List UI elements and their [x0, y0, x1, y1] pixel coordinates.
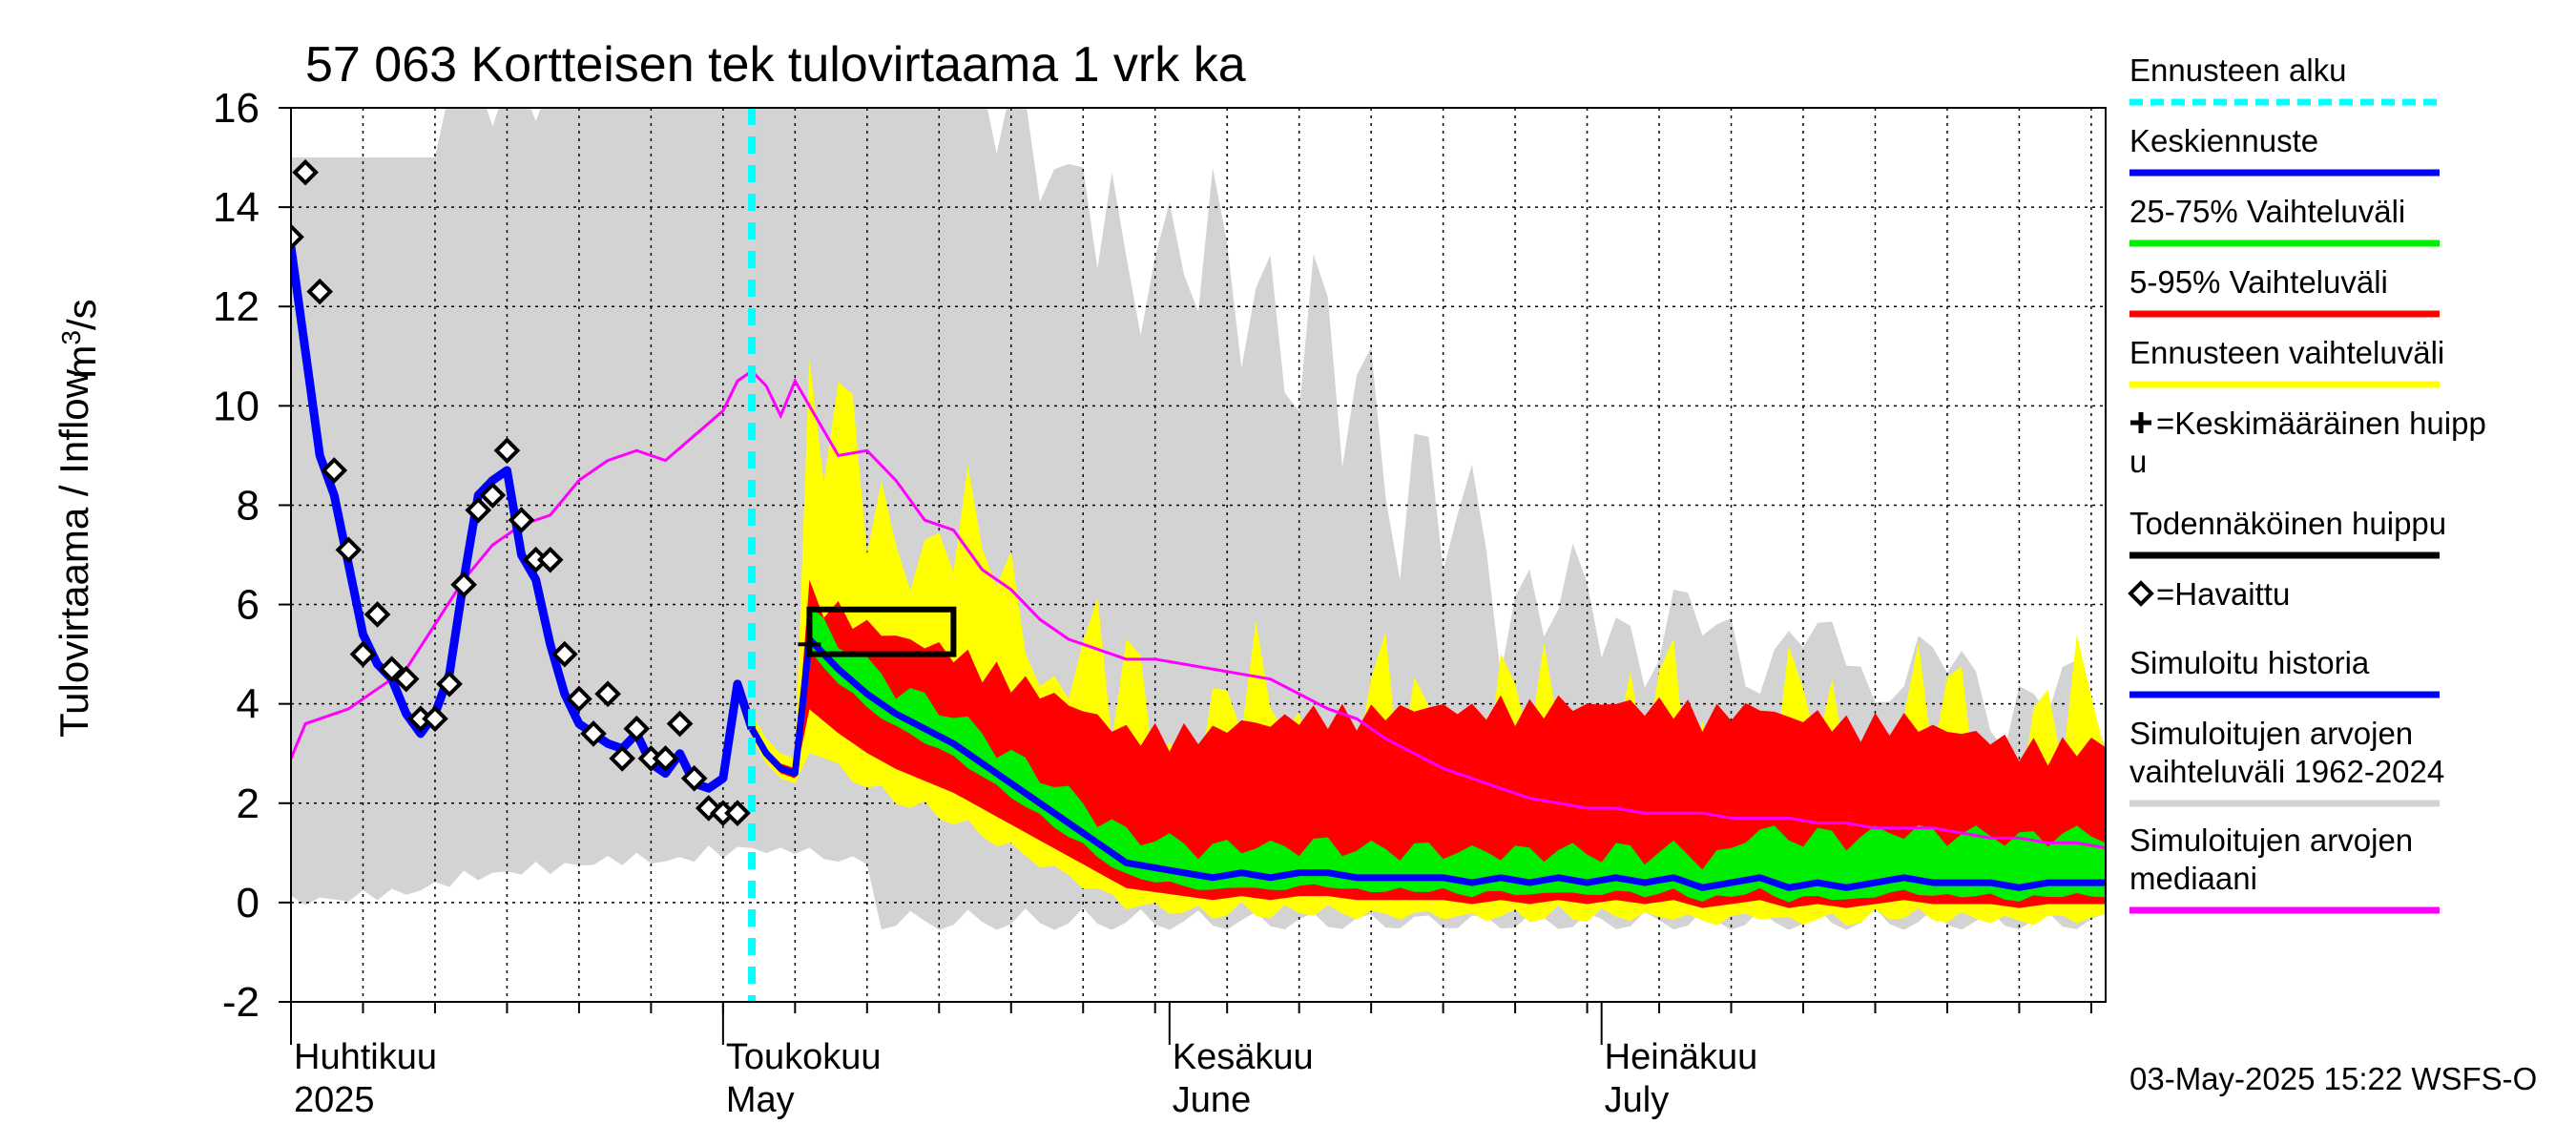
- observed-point: [292, 158, 319, 186]
- observed-point: [291, 223, 304, 251]
- observed-point: [306, 278, 334, 305]
- observed-point: [623, 715, 651, 742]
- month-label-en: 2025: [294, 1080, 375, 1120]
- y-tick-label: 16: [213, 85, 260, 132]
- legend-label-2: vaihteluväli 1962-2024: [2129, 754, 2444, 789]
- y-tick-label: 12: [213, 283, 260, 330]
- legend-label: Simuloitujen arvojen: [2129, 716, 2413, 751]
- observed-point: [321, 457, 348, 484]
- y-tick-label: 14: [213, 184, 260, 231]
- legend-label: Ennusteen alku: [2129, 52, 2347, 88]
- median-path: [291, 368, 2106, 850]
- legend-label: 5-95% Vaihteluväli: [2129, 264, 2388, 300]
- observed-points: [291, 158, 751, 827]
- month-label-en: June: [1173, 1080, 1251, 1120]
- y-axis-ticks: -2 0 2 4 6 8 10 12 14 16: [213, 85, 291, 1026]
- y-axis-unit: m3/s: [56, 299, 104, 378]
- legend-label: =Havaittu: [2156, 576, 2290, 612]
- legend-label: Simuloitu historia: [2129, 645, 2370, 680]
- chart-title: 57 063 Kortteisen tek tulovirtaama 1 vrk…: [305, 37, 1246, 93]
- probable-peak-box: [806, 606, 957, 657]
- legend-label: Keskiennuste: [2129, 123, 2318, 158]
- observed-point: [465, 496, 492, 524]
- y-tick-label: 10: [213, 383, 260, 429]
- month-label-en: July: [1605, 1080, 1670, 1120]
- legend-label: Ennusteen vaihteluväli: [2129, 335, 2444, 370]
- observed-point: [551, 640, 578, 668]
- plot-area: [291, 108, 2106, 1002]
- observed-point: [392, 665, 420, 693]
- observed-point: [378, 656, 405, 683]
- y-tick-label: -2: [222, 979, 260, 1026]
- legend-diamond: [2128, 580, 2154, 607]
- observed-point: [479, 482, 507, 509]
- y-tick-label: 4: [237, 681, 260, 728]
- mean-forecast-line: [749, 635, 2106, 891]
- observed-point: [594, 680, 621, 708]
- month-label-fi: Kesäkuu: [1173, 1037, 1314, 1077]
- simulated-history-line: [291, 246, 757, 793]
- mean-forecast-path: [749, 635, 2106, 891]
- observed-point: [436, 671, 463, 697]
- observed-point: [666, 710, 694, 738]
- month-label-fi: Heinäkuu: [1605, 1037, 1758, 1077]
- p25-75-band: [752, 606, 2106, 903]
- legend-label-2: mediaani: [2129, 861, 2257, 896]
- month-label-fi: Huhtikuu: [294, 1037, 437, 1077]
- observed-point: [364, 601, 391, 628]
- observed-point: [580, 720, 607, 747]
- month-label-en: May: [726, 1080, 795, 1120]
- y-tick-label: 8: [237, 482, 260, 529]
- legend-label-2: u: [2129, 444, 2147, 479]
- observed-point: [536, 546, 564, 573]
- legend-label: 25-75% Vaihteluväli: [2129, 194, 2405, 229]
- y-tick-label: 6: [237, 582, 260, 629]
- observed-point: [335, 536, 363, 564]
- legend-label: =Keskimääräinen huipp: [2156, 406, 2486, 441]
- observed-point: [349, 640, 377, 668]
- observed-point: [680, 764, 708, 792]
- observed-point: [566, 685, 592, 713]
- p25-75-area: [752, 606, 2106, 903]
- footer-timestamp: 03-May-2025 15:22 WSFS-O: [2129, 1061, 2537, 1096]
- observed-point: [450, 571, 477, 598]
- legend-label: Simuloitujen arvojen: [2129, 822, 2413, 858]
- month-label-fi: Toukokuu: [726, 1037, 882, 1077]
- probable-peak: [798, 606, 957, 657]
- observed-point: [508, 507, 535, 533]
- legend: Ennusteen alku Keskiennuste 25-75% Vaihtel…: [2128, 52, 2486, 914]
- y-tick-label: 0: [237, 880, 260, 926]
- y-tick-label: 2: [237, 781, 260, 827]
- observed-point: [724, 800, 751, 827]
- plot-frame: [290, 107, 2107, 1003]
- median-line: [291, 368, 2106, 850]
- observed-point: [493, 437, 521, 465]
- y-axis-label: Tulovirtaama / Inflow: [52, 368, 96, 738]
- observed-point: [652, 745, 679, 772]
- simulated-history-path: [291, 246, 757, 793]
- observed-point: [609, 745, 636, 772]
- observed-point: [422, 705, 448, 733]
- legend-label: Todennäköinen huippu: [2129, 506, 2446, 541]
